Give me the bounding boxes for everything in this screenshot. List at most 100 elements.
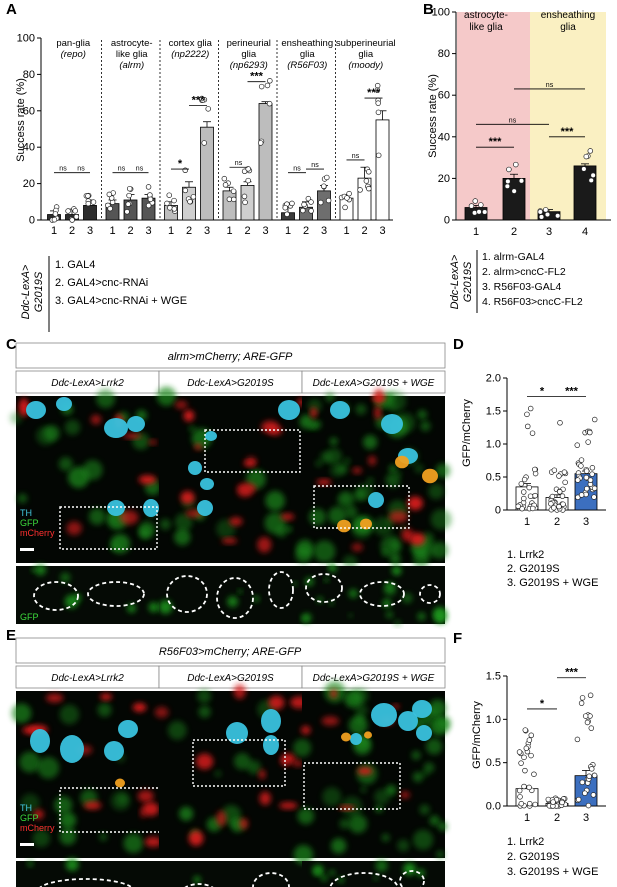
panel-a-yticks: 0 20 40 60 80 100 [17, 33, 41, 227]
panel-e-col-2-inset-gfp-2 [329, 869, 336, 876]
panel-a-g3-b2-bar [258, 103, 273, 221]
panel-b-bar-2-dot-1 [538, 214, 545, 220]
panel-d-bar-1-dot-27 [556, 489, 563, 495]
panel-b-region-1-line1: astrocyte- [464, 10, 508, 21]
panel-c-col-2-mcherry-signal-0 [316, 479, 332, 485]
panel-c-col-2-inset-gfp-6 [394, 619, 401, 626]
panel-c-col-0-cell-outline-1 [87, 581, 145, 607]
panel-a-group-5-line-0: subperineurial [336, 38, 396, 49]
panel-a-g0-b0-dot-5 [52, 211, 59, 217]
panel-e-col-0-header: Ddc-LexA>Lrrk2 [51, 673, 124, 684]
panel-f-legend-2: 2. G2019S [507, 851, 560, 863]
panel-e-col-2-gfp-signal-34 [412, 829, 434, 850]
panel-e-channel-label-2: mCherry [20, 823, 55, 833]
panel-e-col-2-cell-outline-0 [329, 872, 399, 887]
panel-c-col-0-gfp-signal-20 [17, 493, 28, 504]
panel-a-g3-b1-dot-0 [245, 177, 251, 184]
panel-a-g5-b2-dot-1 [375, 152, 382, 159]
panel-b-ylabel: Success rate (%) [427, 74, 439, 158]
panel-a-g0-sig-1-label: ns [77, 166, 85, 173]
panel-c-col-2-gfp-signal-21 [344, 506, 358, 519]
panel-b-sig-2-label: ns [509, 117, 517, 124]
panel-c-col-2-inset-gfp-7 [328, 564, 338, 573]
panel-d-bar-1-dot-15 [561, 469, 568, 475]
panel-a-group-5-line-1: glia [358, 49, 374, 60]
panel-f-bar-2-dot-8 [585, 802, 592, 809]
panel-c-col-2-gfp-signal-19 [313, 540, 336, 563]
panel-e-col-0-th-cell-2 [104, 741, 124, 761]
panel-b-bar-3-dot-5 [583, 153, 590, 160]
panel-a-ytick-label-2: 40 [23, 142, 35, 154]
panel-e-col-0-gfp-signal-6 [19, 751, 41, 773]
panel-c-col-1-th-cell-3 [278, 400, 300, 420]
panel-b-xtick-0: 1 [473, 226, 479, 238]
panel-e-col-2-inset-gfp-11 [320, 874, 328, 882]
panel-d-bar-0-dot-7 [524, 411, 530, 418]
panel-b-bar-2-dot-0 [554, 213, 561, 219]
panel-c-col-2-gfp-signal-10 [417, 409, 428, 420]
panel-a-g0-b1-dot-4 [65, 208, 71, 214]
panel-e-micrographs: R56F03>mCherry; ARE-GFP Ddc-LexA>Lrrk2 TH… [11, 637, 451, 887]
panel-a-legend-3: 3. GAL4>cnc-RNAi + WGE [55, 295, 187, 307]
panel-d-bar-0-dot-8 [525, 423, 531, 430]
panel-a-g0-xtick-1: 2 [69, 225, 75, 237]
panel-c-col-2-mcherry-signal-10 [351, 543, 363, 552]
panel-c-col-0-th-cell-5 [143, 499, 159, 517]
panel-e-col-1-gfp-signal-5 [247, 760, 262, 775]
panel-a-group-0-line-0: pan-glia [56, 38, 91, 49]
panel-e-col-1-gfp-signal-10 [198, 705, 211, 718]
panel-c-col-1-gfp-signal-1 [159, 518, 171, 530]
panel-a-group-1-line-1: like glia [116, 49, 148, 60]
panel-a-ytick-label-1: 20 [23, 178, 35, 190]
panel-a-group-2-line-1: (np2222) [171, 49, 209, 60]
panel-b-region-2-line1: ensheathing [541, 10, 596, 21]
panel-a-bars [47, 78, 390, 223]
panel-c-col-2-cell-outline-2 [419, 584, 441, 604]
panel-f-bar-2-dot-3 [582, 790, 588, 796]
panel-c-col-1-mcherry-signal-14 [280, 513, 295, 521]
panel-a-g4-b2-dot-4 [321, 183, 327, 189]
panel-a-g5-sig-0-label: ns [352, 153, 360, 160]
panel-c-col-2-inset-gfp-5 [348, 613, 353, 618]
panel-e-col-0-th-cell-1 [60, 735, 84, 763]
panel-f-xtick-0: 1 [524, 812, 530, 824]
panel-e-col-2-gfp-signal-39 [438, 821, 448, 831]
panel-a-g3-b1-dot-2 [242, 199, 248, 206]
panel-f-bar-0-dot-5 [526, 800, 533, 807]
panel-e-col-1-gfp-signal-0 [179, 806, 194, 821]
panel-e-col-0-gfp-signal-10 [32, 829, 51, 848]
panel-e-col-2-mcherry-signal-5 [400, 791, 410, 799]
panel-c-col-0-gfp-signal-10 [64, 419, 81, 436]
panel-c-col-0-inset-gfp-2 [148, 602, 159, 613]
panel-a-g5-xtick-2: 3 [379, 225, 385, 237]
panel-b-bar-0-dot-0 [468, 203, 475, 209]
panel-a-g2-sig-0-label: * [178, 158, 183, 170]
panel-e-col-1-gfp-signal-9 [233, 752, 251, 770]
panel-a-g0-b2-dot-2 [90, 199, 97, 205]
panel-e-col-2-th-cell-0 [371, 703, 397, 727]
panel-a-g3-b1-dot-5 [245, 166, 251, 172]
panel-a-g2-b2-dot-5 [201, 140, 207, 146]
panel-e-col-2-gfp-signal-10 [420, 716, 431, 726]
panel-c-col-2-inset-gfp-19 [324, 577, 329, 583]
panel-e-col-2-gfp-signal-18 [437, 716, 451, 730]
panel-b-bar-1-dot-0 [505, 178, 511, 185]
panel-c-col-2-gfp-signal-47 [343, 457, 351, 465]
panel-a-g1-b2-dot-4 [145, 184, 152, 190]
panel-e-col-2-mcherry-signal-0 [357, 767, 373, 775]
panel-e-col-2-gfp-signal-20 [353, 688, 369, 704]
panel-a-g1-xtick-2: 3 [145, 225, 151, 237]
panel-e-col-1-mcherry-signal-13 [154, 706, 169, 718]
panel-d-bar-0-dot-29 [532, 466, 538, 473]
panel-e-col-2-mcherry-signal-3 [321, 716, 340, 726]
panel-e-col-2-gfp-signal-2 [411, 750, 421, 760]
panel-c-col-2-gfp-signal-25 [367, 477, 374, 484]
panel-d-bar-2-dot-26 [583, 468, 590, 474]
panel-a-g1-b1-dot-3 [125, 201, 131, 207]
panel-a-g4-b0-dot-4 [282, 204, 288, 211]
panel-d-bar-0-dot-12 [527, 493, 534, 499]
panel-f-ytick-label-3: 1.5 [486, 671, 501, 683]
panel-c-col-1-th-cell-1 [200, 478, 214, 490]
panel-a-g0-sig-0-label: ns [59, 166, 67, 173]
